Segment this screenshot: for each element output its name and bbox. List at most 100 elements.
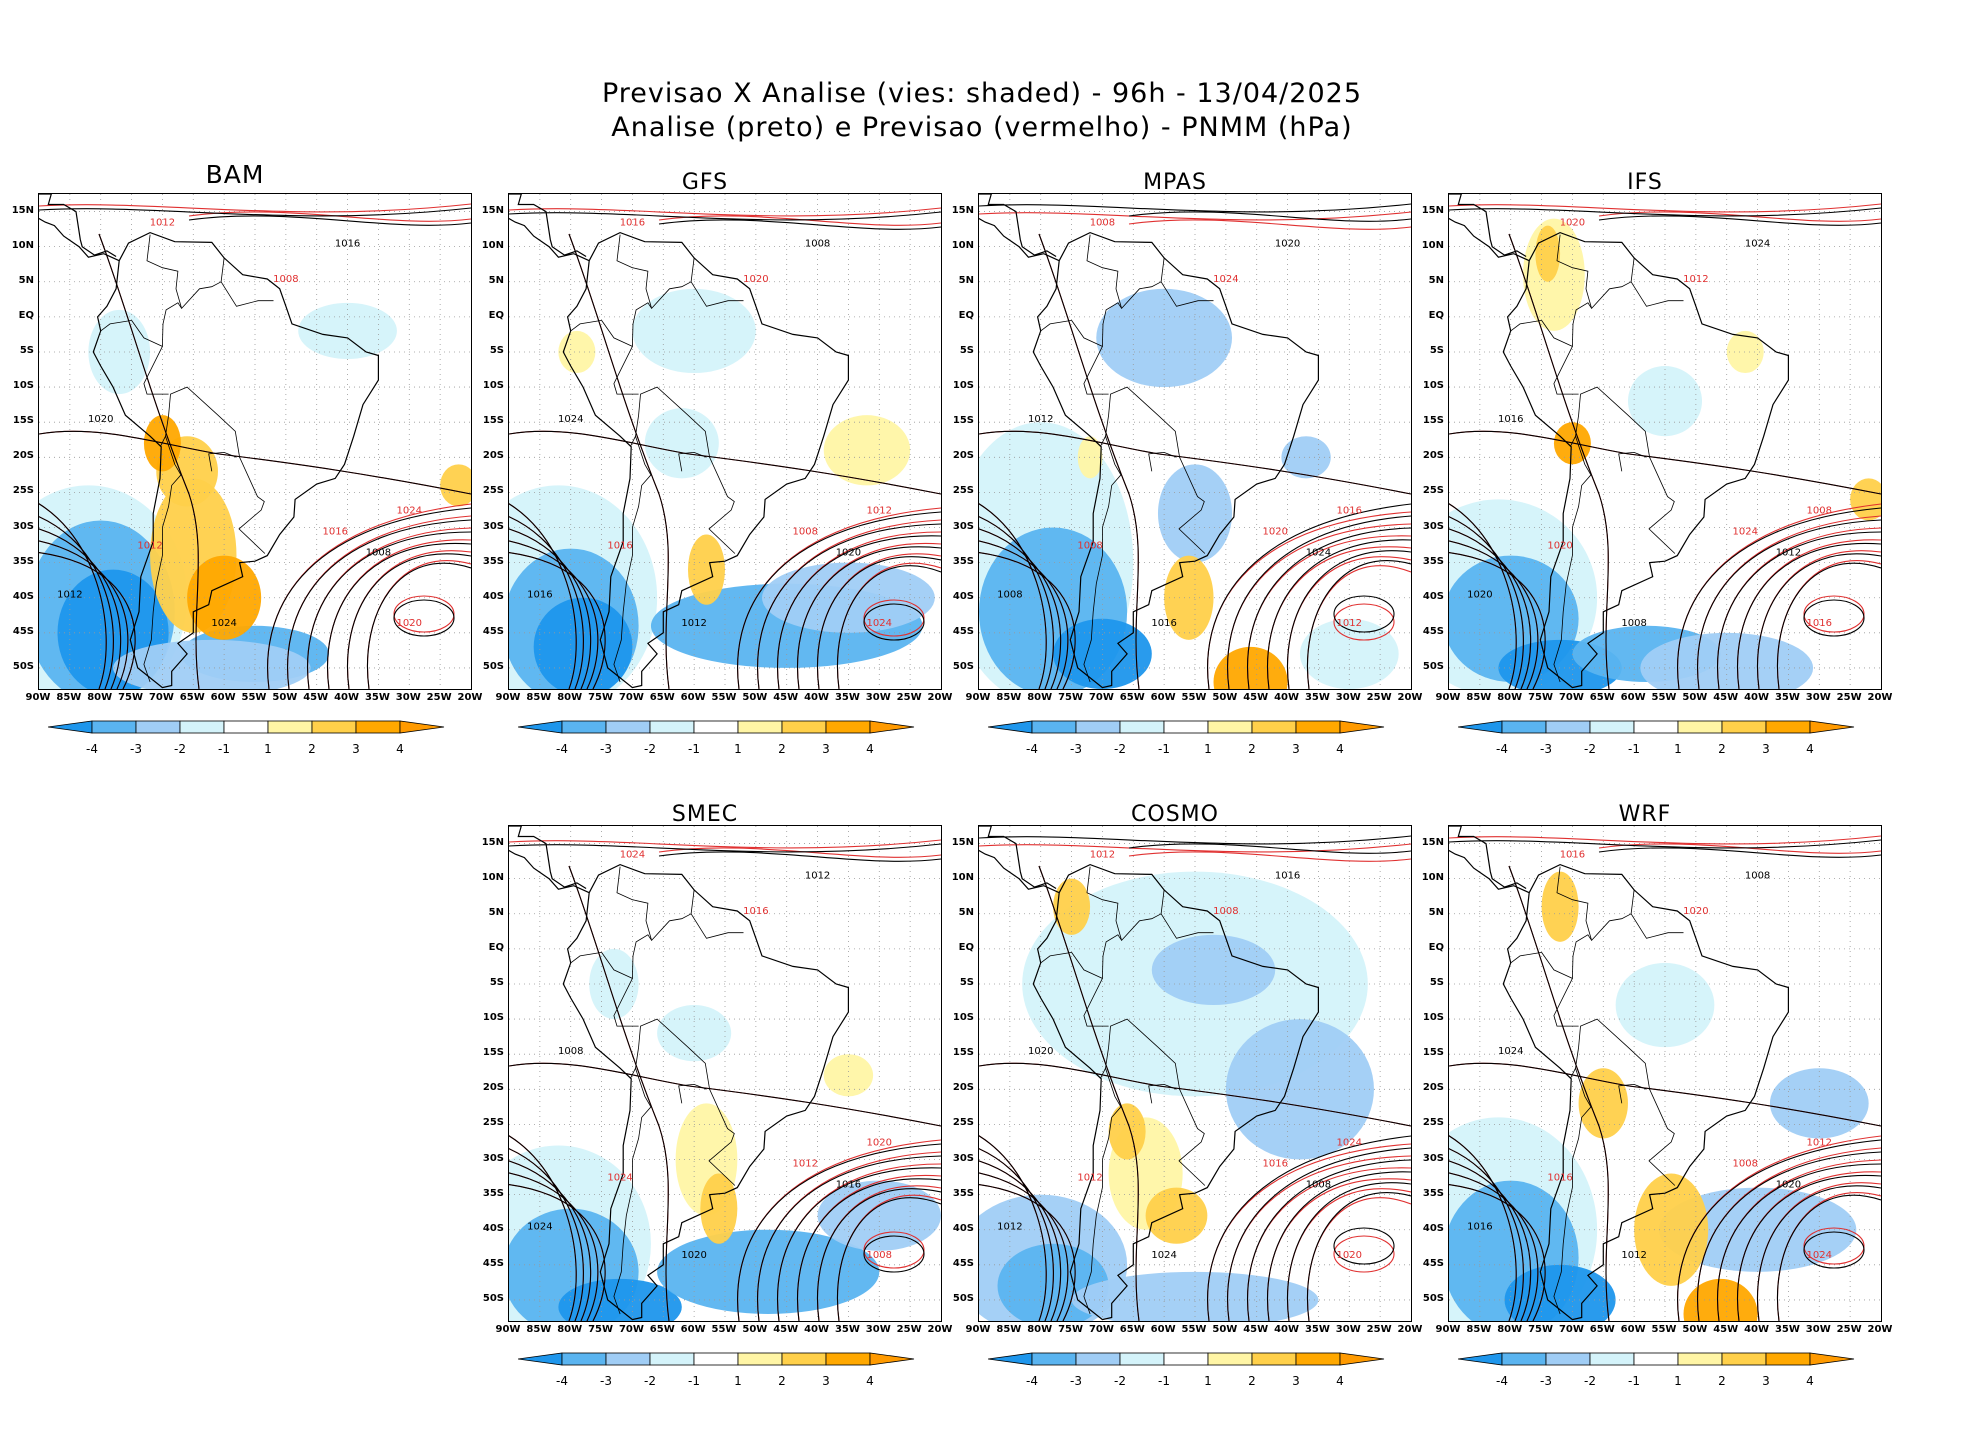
contour-label: 1012: [793, 1159, 818, 1170]
analysis-isobar-central: [509, 430, 941, 495]
lat-tick-label: 25S: [952, 485, 974, 497]
lon-tick-label: 60W: [1150, 1324, 1176, 1335]
analysis-isobar-high: [863, 603, 925, 641]
analysis-isobar-sw-1: [979, 516, 1054, 689]
lat-tick-label: 50S: [482, 660, 504, 672]
colorbar-label: -1: [1628, 1374, 1640, 1388]
lat-tick-label: 25S: [1422, 1117, 1444, 1129]
contour-label: 1024: [397, 505, 422, 516]
lat-tick-label: 10S: [952, 1012, 974, 1024]
analysis-isobar-sw-0: [1449, 503, 1517, 689]
lon-tick-label: 25W: [896, 692, 922, 703]
country-border-5: [1148, 451, 1177, 472]
forecast-isobar-high: [1333, 1235, 1395, 1273]
analysis-isobar-se-1: [1697, 519, 1881, 689]
lon-tick-label: 50W: [742, 1324, 768, 1335]
lat-tick-label: 30S: [482, 520, 504, 532]
country-border-2: [1541, 913, 1632, 980]
analysis-isobar-se-0: [737, 1143, 941, 1321]
lat-tick-label: 40S: [952, 1222, 974, 1234]
colorbar-label: -4: [1496, 742, 1508, 756]
colorbar: -4 -3 -2 -1 1 2 3 4: [517, 1352, 938, 1392]
lon-tick-label: 80W: [1027, 1324, 1053, 1335]
bias-area-4: [1157, 464, 1233, 563]
analysis-contours: [509, 843, 941, 1321]
contour-label: 1024: [1337, 1137, 1362, 1148]
contour-label: 1024: [1213, 274, 1238, 285]
lon-tick-label: 45W: [1713, 1324, 1739, 1335]
lat-tick-label: 15S: [482, 415, 504, 427]
lat-tick-label: 15S: [482, 1047, 504, 1059]
lat-tick-label: 40S: [1422, 1222, 1444, 1234]
lon-tick-label: 35W: [834, 1324, 860, 1335]
bias-area-8: [632, 288, 756, 374]
lat-tick-label: 20S: [952, 450, 974, 462]
country-border-6: [1556, 234, 1592, 309]
analysis-isobar-se-1: [1697, 1151, 1881, 1321]
lat-tick-label: 15N: [11, 204, 34, 216]
lat-tick-label: 30S: [482, 1152, 504, 1164]
colorbar-segment: [693, 1352, 739, 1366]
contour-label: 1012: [867, 505, 892, 516]
map-frame: 1012 1016 1008 1020 1024 1012 1016 1008 1020 1024…: [978, 825, 1412, 1322]
country-border-1: [143, 436, 182, 683]
contour-label: 1012: [805, 871, 830, 882]
country-border-1: [613, 436, 652, 683]
contour-label: 1012: [1028, 414, 1053, 425]
lon-tick-label: 70W: [1088, 1324, 1114, 1335]
colorbar-label: -3: [1540, 742, 1552, 756]
panel-title: WRF: [1618, 802, 1672, 827]
colorbar-arrow-left: [1457, 1352, 1503, 1366]
analysis-isobar-se-4: [1287, 1182, 1411, 1321]
colorbar-arrow-left: [1457, 720, 1503, 734]
lon-tick-label: 45W: [1243, 1324, 1269, 1335]
country-border-4: [1160, 889, 1214, 939]
panel-title: BAM: [205, 160, 265, 189]
colorbar-label: 1: [264, 742, 272, 756]
colorbar-label: -2: [174, 742, 186, 756]
contour-label: 1020: [1560, 218, 1585, 229]
analysis-isobar-high: [1803, 599, 1865, 637]
lon-tick-label: 40W: [334, 692, 360, 703]
colorbar-segment: [1295, 1352, 1341, 1366]
lon-tick-label: 85W: [1466, 1324, 1492, 1335]
colorbar-label: -1: [1628, 742, 1640, 756]
analysis-isobar-se-0: [267, 507, 471, 689]
contour-label: 1016: [1275, 871, 1300, 882]
map-svg: 1008 1020 1024 1012 1016 1008 1020 1024 1012 1016…: [979, 194, 1411, 689]
lon-tick-label: 80W: [557, 692, 583, 703]
lon-tick-label: 40W: [804, 1324, 830, 1335]
colorbar-segment: [1677, 1352, 1723, 1366]
contour-label: 1012: [137, 541, 162, 552]
country-border-3: [143, 346, 169, 395]
lon-tick-label: 30W: [395, 692, 421, 703]
lon-tick-label: 65W: [1119, 1324, 1145, 1335]
lat-tick-label: 15N: [1421, 836, 1444, 848]
lat-tick-label: 45S: [1422, 1257, 1444, 1269]
country-border-0: [160, 386, 266, 554]
lon-tick-label: 40W: [1744, 692, 1770, 703]
analysis-isobar-high: [1803, 1231, 1865, 1269]
colorbar-label: -3: [600, 742, 612, 756]
colorbar-segment: [1295, 720, 1341, 734]
graticule: [979, 194, 1411, 689]
colorbar-label: -4: [1496, 1374, 1508, 1388]
analysis-isobar-1016-north: [1598, 847, 1881, 858]
forecast-isobar-1012-north: [1449, 203, 1881, 213]
contour-label: 1008: [273, 274, 298, 285]
colorbar-arrow-right: [869, 720, 915, 734]
lat-tick-label: 5S: [1429, 344, 1444, 356]
colorbar-label: 4: [396, 742, 404, 756]
colorbar-segment: [91, 720, 137, 734]
analysis-isobar-sw-4: [979, 552, 1076, 689]
colorbar-label: -4: [1026, 742, 1038, 756]
lon-tick-label: 40W: [1274, 692, 1300, 703]
colorbar-segment: [1163, 720, 1209, 734]
contour-label: 1008: [1213, 906, 1238, 917]
bias-area-9: [1850, 478, 1881, 521]
lat-tick-label: 10N: [481, 871, 504, 883]
colorbar-segment: [605, 1352, 651, 1366]
analysis-isobar-se-5: [1777, 562, 1881, 689]
lon-tick-label: 45W: [303, 692, 329, 703]
colorbar-arrow-left: [987, 1352, 1033, 1366]
